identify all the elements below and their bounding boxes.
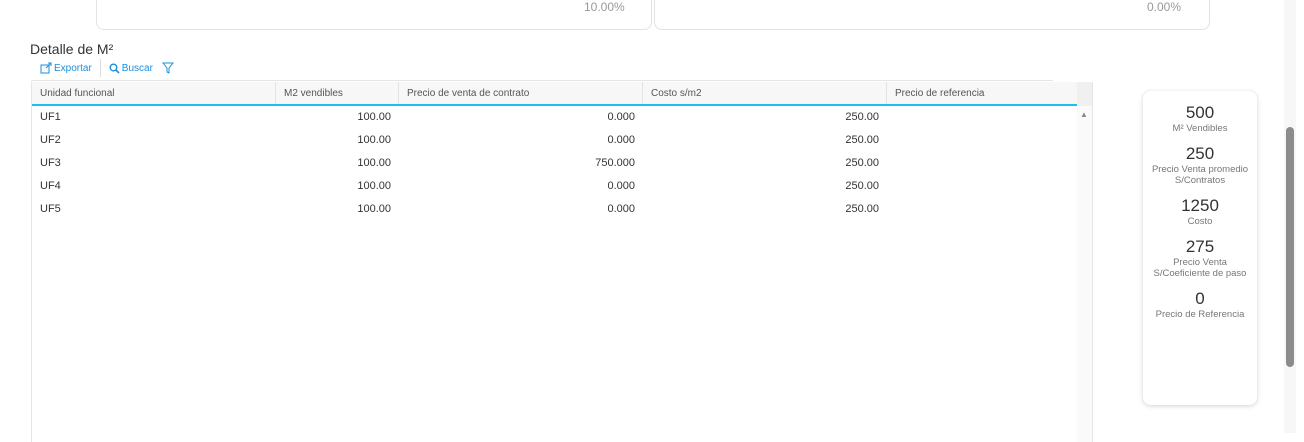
stat-label: Precio Venta S/Coeficiente de paso [1153, 257, 1247, 279]
stat-value: 0 [1195, 289, 1205, 308]
stat-value: 500 [1185, 103, 1215, 122]
toolbar-divider [99, 59, 101, 77]
table-cell: 250.00 [845, 203, 879, 215]
stat-label: M² Vendibles [1172, 123, 1228, 134]
top-card-value: 0.00% [1147, 0, 1182, 14]
top-card-right: 0.00% [654, 0, 1210, 30]
summary-stat: 500 M² Vendibles [1143, 103, 1257, 134]
table-cell: 250.00 [845, 134, 879, 146]
search-icon [109, 63, 120, 74]
table-cell: 250.00 [845, 180, 879, 192]
stat-value: 250 [1185, 144, 1215, 163]
grid-header: Unidad funcional M2 vendibles Precio de … [32, 82, 1079, 106]
table-cell [887, 198, 1079, 221]
table-row[interactable]: UF1 100.00 0.000 250.00 [32, 106, 1079, 129]
table-row[interactable]: UF2 100.00 0.000 250.00 [32, 129, 1079, 152]
stat-value: 275 [1185, 237, 1215, 256]
table-cell: 0.000 [607, 134, 635, 146]
table-cell: UF1 [40, 111, 61, 123]
stat-label: Precio de Referencia [1155, 309, 1245, 320]
table-row[interactable]: UF4 100.00 0.000 250.00 [32, 175, 1079, 198]
table-cell: 100.00 [357, 180, 391, 192]
summary-stat: 0 Precio de Referencia [1143, 289, 1257, 320]
table-cell [887, 129, 1079, 152]
stat-value: 1250 [1181, 196, 1219, 215]
table-cell: 100.00 [357, 203, 391, 215]
divider [31, 80, 1053, 81]
table-row[interactable]: UF5 100.00 0.000 250.00 [32, 198, 1079, 221]
table-cell: 100.00 [357, 111, 391, 123]
table-cell: UF2 [40, 134, 61, 146]
grid-toolbar: Exportar Buscar [40, 59, 174, 77]
export-label: Exportar [54, 62, 92, 74]
summary-stat: 1250 Costo [1143, 196, 1257, 227]
export-button[interactable]: Exportar [40, 62, 92, 74]
column-header-unidad[interactable]: Unidad funcional [32, 82, 276, 104]
table-row[interactable]: UF3 100.00 750.000 250.00 [32, 152, 1079, 175]
table-cell: 250.00 [845, 157, 879, 169]
table-cell: 0.000 [607, 111, 635, 123]
table-cell: 100.00 [357, 157, 391, 169]
column-header-m2[interactable]: M2 vendibles [276, 82, 399, 104]
column-header-precio-venta[interactable]: Precio de venta de contrato [399, 82, 643, 104]
table-cell: 250.00 [845, 111, 879, 123]
table-cell: 0.000 [607, 180, 635, 192]
search-button[interactable]: Buscar [109, 63, 153, 74]
table-cell: UF5 [40, 203, 61, 215]
table-cell [887, 152, 1079, 175]
grid-scrollbar[interactable]: ▲ [1077, 82, 1092, 442]
export-icon [40, 62, 52, 74]
search-label: Buscar [121, 62, 153, 74]
table-cell: 750.000 [595, 157, 635, 169]
stat-label: Precio Venta promedio S/Contratos [1151, 164, 1249, 186]
filter-icon[interactable] [161, 62, 174, 74]
summary-stat: 250 Precio Venta promedio S/Contratos [1143, 144, 1257, 186]
column-header-precio-referencia[interactable]: Precio de referencia [887, 82, 1079, 104]
summary-card: 500 M² Vendibles 250 Precio Venta promedio … [1143, 91, 1257, 405]
top-card-value: 10.00% [584, 0, 625, 14]
section-title: Detalle de M² [30, 41, 114, 57]
table-cell: UF4 [40, 180, 61, 192]
column-header-costo[interactable]: Costo s/m2 [643, 82, 887, 104]
top-card-left: 10.00% [96, 0, 652, 30]
stat-label: Costo [1187, 216, 1213, 227]
page-scrollbar[interactable] [1284, 0, 1296, 433]
summary-stat: 275 Precio Venta S/Coeficiente de paso [1143, 237, 1257, 279]
m2-detail-grid: Unidad funcional M2 vendibles Precio de … [31, 82, 1093, 442]
table-cell [887, 106, 1079, 129]
table-cell: 0.000 [607, 203, 635, 215]
table-cell: 100.00 [357, 134, 391, 146]
page-scrollbar-thumb[interactable] [1286, 127, 1294, 367]
table-cell [887, 175, 1079, 198]
table-cell: UF3 [40, 157, 61, 169]
scroll-up-icon[interactable]: ▲ [1080, 110, 1088, 119]
